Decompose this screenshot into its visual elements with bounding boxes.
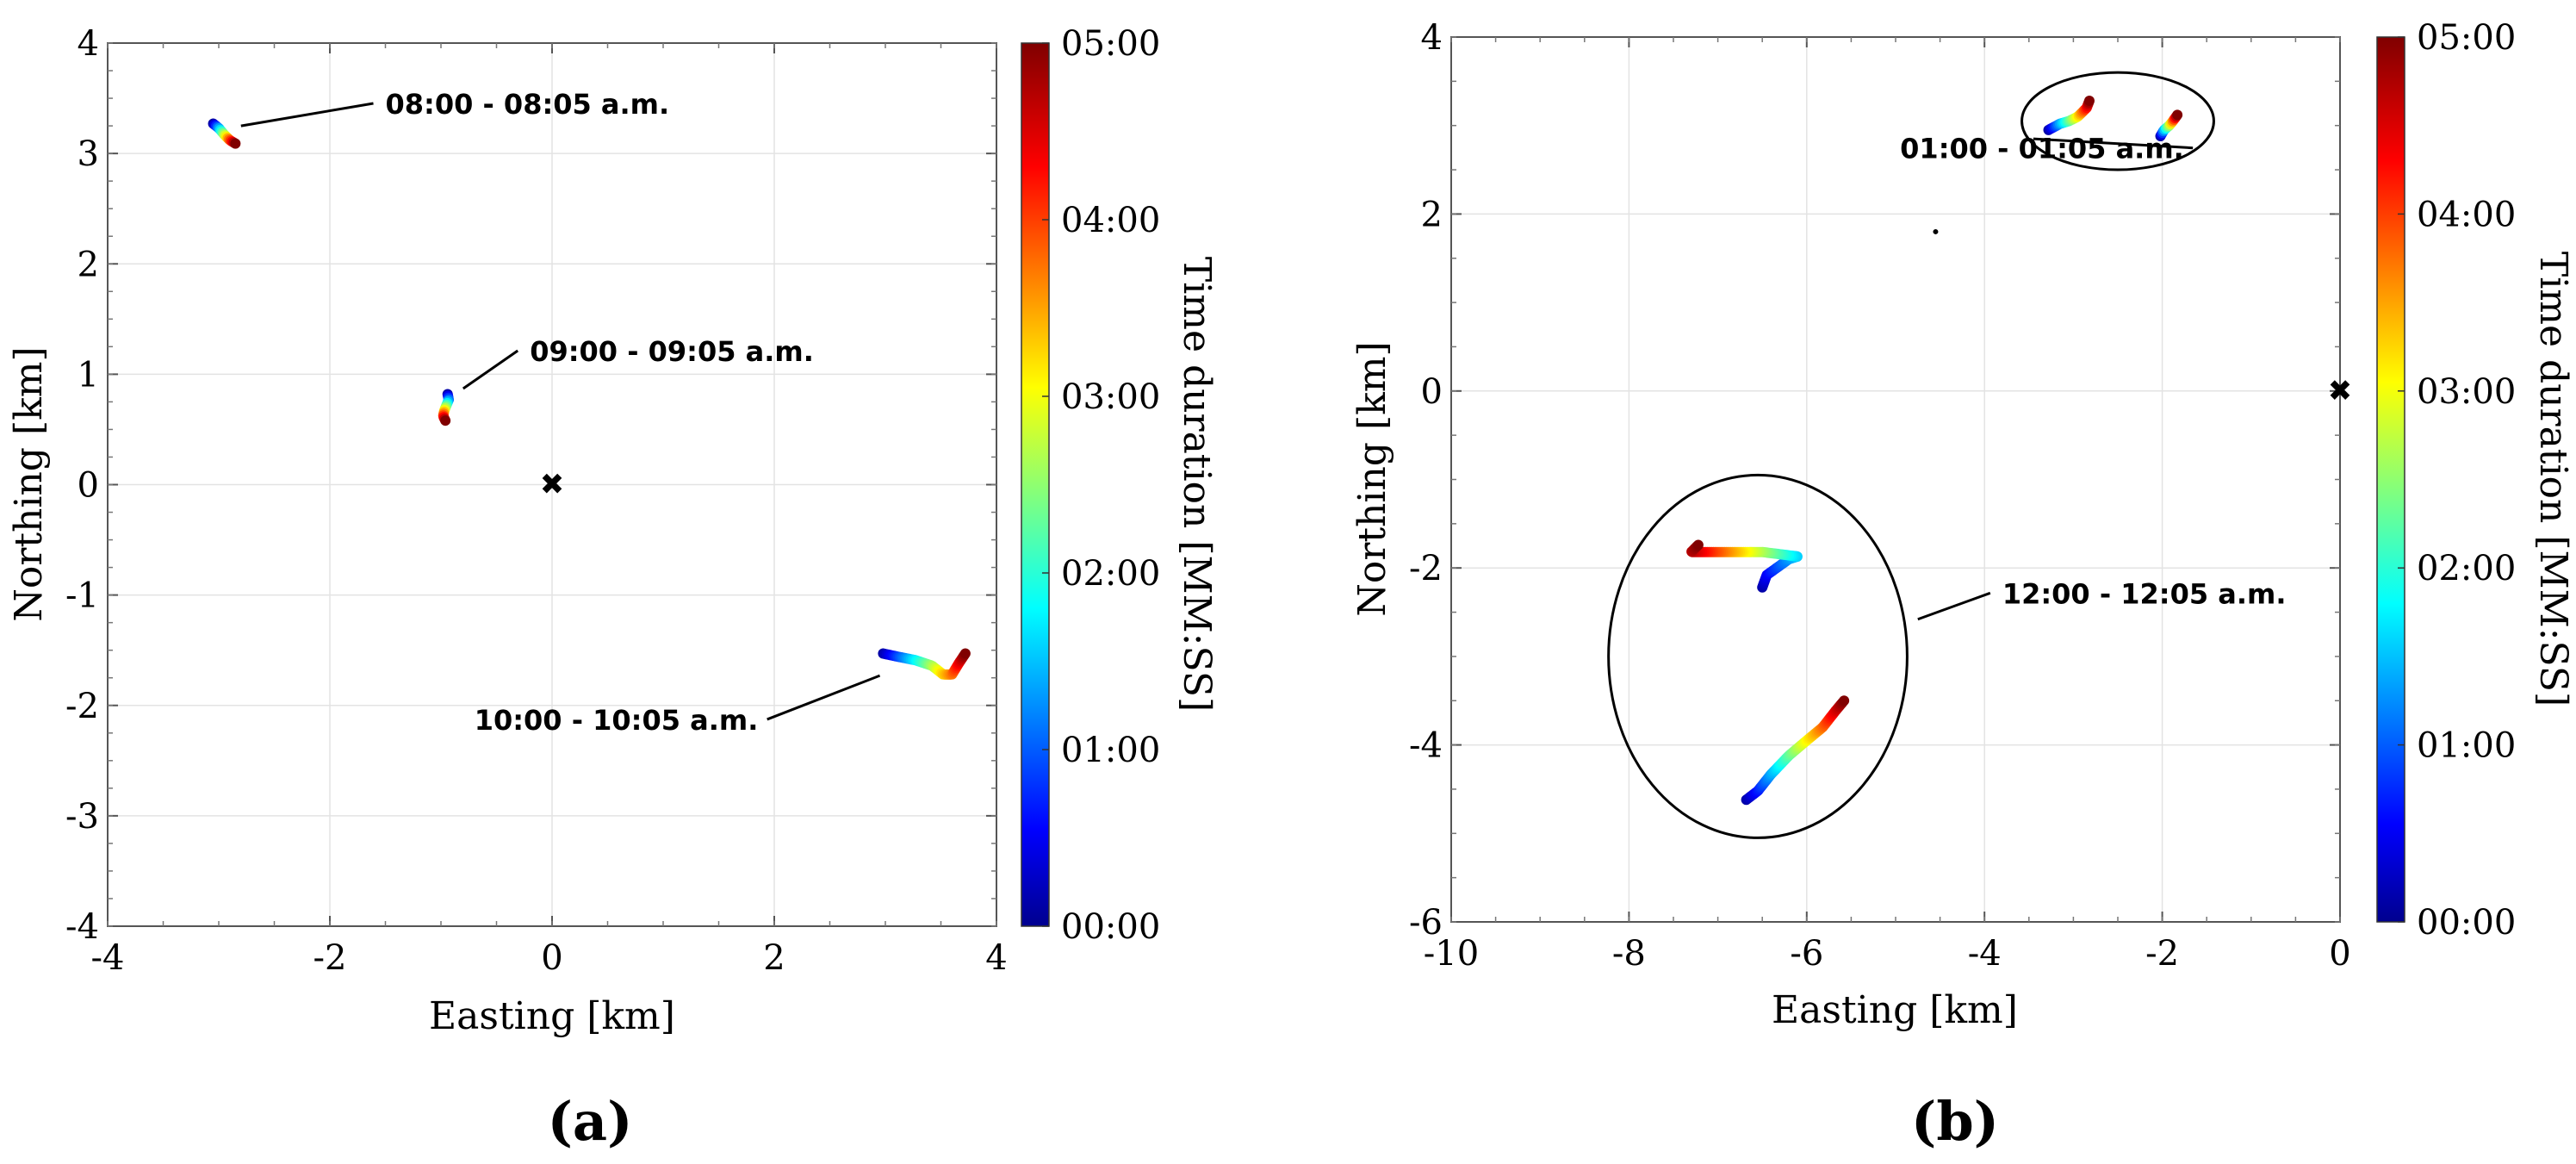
trajectory-point [2083, 95, 2095, 106]
y-tick-label: -2 [65, 687, 99, 726]
grid-b [1450, 36, 2341, 923]
annotation-lines-a [240, 102, 881, 721]
highlight-ellipse [2020, 71, 2215, 171]
colorbar-tick-label: 05:00 [2417, 18, 2516, 58]
annotation-label: 12:00 - 12:05 a.m. [2002, 577, 2287, 610]
annotation-leader-line [2033, 137, 2194, 150]
x-tick-label: -2 [2145, 934, 2179, 974]
trajectory [2155, 109, 2183, 142]
trajectory [2043, 95, 2095, 135]
y-tick-label: -1 [65, 576, 99, 616]
colorbar-ticks-b: 00:00 01:00 02:00 03:00 04:00 05:00 [2398, 18, 2516, 943]
colorbar-gradient-a [1021, 42, 1050, 927]
colorbar-tick-label: 04:00 [1061, 201, 1160, 240]
x-tick-label: -2 [313, 938, 347, 978]
colorbar-tick-label: 01:00 [2417, 726, 2516, 766]
trajectory-point [959, 648, 971, 659]
annotation-label: 10:00 - 10:05 a.m. [475, 704, 759, 737]
x-tick-labels-a: -4 -2 0 2 4 [91, 938, 1008, 978]
annotation-labels-b: 01:00 - 01:05 a.m. 12:00 - 12:05 a.m. [1900, 133, 2286, 611]
y-tick-label: 4 [1421, 18, 1443, 58]
y-tick-labels-a: -4 -3 -2 -1 0 1 2 3 4 [65, 24, 99, 947]
annotation-labels-a: 08:00 - 08:05 a.m. 09:00 - 09:05 a.m. 10:0… [386, 88, 814, 737]
y-tick-label: 4 [78, 24, 99, 64]
isolated-dot-b [1933, 228, 1939, 234]
annotation-leader-line [767, 674, 881, 721]
x-tick-label: -6 [1790, 934, 1823, 974]
y-tick-labels-b: -6 -4 -2 0 2 4 [1409, 18, 1443, 943]
x-axis-label-b: Easting [km] [1772, 988, 2018, 1032]
colorbar-tick-label: 02:00 [1061, 554, 1160, 594]
colorbar-tick-label: 02:00 [2417, 549, 2516, 588]
y-tick-label: 3 [78, 134, 99, 174]
x-tick-label: -4 [91, 938, 125, 978]
colorbar-ticks-a: 00:00 01:00 02:00 03:00 04:00 05:00 [1042, 24, 1160, 947]
annotation-lines-b [1917, 137, 2194, 621]
colorbar-tick-label: 00:00 [1061, 907, 1160, 947]
trajectory [438, 389, 455, 426]
trajectory [878, 648, 971, 680]
y-tick-label: 0 [78, 466, 99, 506]
annotation-leader-line [462, 349, 519, 390]
ellipses-b [1607, 71, 2215, 839]
colorbar-tick-label: 04:00 [2417, 195, 2516, 234]
trajectory-point [440, 415, 451, 426]
annotation-leader-line [240, 102, 374, 128]
trajectory [208, 118, 241, 149]
y-tick-label: -2 [1409, 549, 1443, 588]
trajectory-point [230, 138, 241, 149]
colorbar-tick-label: 03:00 [2417, 372, 2516, 412]
colorbar-label-b: Time duration [MM:SS] [2531, 252, 2575, 706]
panel-b: -10 -8 -6 -4 -2 0 -6 -4 -2 0 2 4 01:00 - 01:05 a.m… [1350, 18, 2575, 1153]
colorbar-b: 00:00 01:00 02:00 03:00 04:00 05:00 Time dura… [2376, 18, 2575, 943]
colorbar-gradient-b [2376, 36, 2405, 923]
colorbar-tick-label: 01:00 [1061, 731, 1160, 770]
colorbar-a: 00:00 01:00 02:00 03:00 04:00 05:00 Time dura… [1021, 24, 1219, 947]
panel-label-b: (b) [1911, 1090, 1999, 1153]
tick-marks-b [1450, 36, 2341, 923]
colorbar-tick-label: 05:00 [1061, 24, 1160, 64]
x-tick-label: -10 [1424, 934, 1479, 974]
y-tick-label: -4 [65, 907, 99, 947]
panel-label-a: (a) [548, 1090, 633, 1153]
annotation-label: 01:00 - 01:05 a.m. [1900, 133, 2184, 165]
y-tick-label: 2 [1421, 195, 1443, 234]
x-tick-label: 0 [2329, 934, 2350, 974]
colorbar-tick-label: 03:00 [1061, 377, 1160, 417]
trajectory [1741, 695, 1850, 806]
x-axis-label-a: Easting [km] [429, 994, 675, 1038]
annotation-label: 09:00 - 09:05 a.m. [530, 335, 814, 368]
tick-marks-a [107, 42, 997, 927]
x-tick-labels-b: -10 -8 -6 -4 -2 0 [1424, 934, 2351, 974]
colorbar-label-a: Time duration [MM:SS] [1175, 257, 1219, 712]
origin-cross-marker-b: ✖ [2328, 374, 2353, 408]
x-tick-label: 4 [985, 938, 1007, 978]
y-axis-label-a: Northing [km] [7, 346, 51, 621]
axes-frame-b [1450, 36, 2341, 923]
y-tick-label: 0 [1421, 372, 1443, 412]
panel-a: -4 -2 0 2 4 -4 -3 -2 -1 0 1 2 3 4 08:00 - 08:05 a.m.… [7, 24, 1219, 1153]
y-tick-label: 1 [78, 355, 99, 395]
trajectory-point [1839, 695, 1850, 706]
trajectory [1686, 539, 1803, 593]
x-tick-label: -8 [1612, 934, 1646, 974]
y-tick-label: -4 [1409, 726, 1443, 766]
trajectory-point [2172, 109, 2183, 121]
y-tick-label: -3 [65, 797, 99, 837]
tracks-b [1686, 95, 2183, 806]
y-tick-label: -6 [1409, 903, 1443, 943]
x-tick-label: -4 [1968, 934, 2002, 974]
origin-cross-marker-a: ✖ [540, 468, 565, 502]
annotation-leader-line [1917, 591, 1991, 621]
x-tick-label: 0 [541, 938, 562, 978]
trajectory-point [1692, 539, 1704, 551]
colorbar-tick-label: 00:00 [2417, 903, 2516, 943]
highlight-ellipse [1607, 473, 1909, 839]
annotation-label: 08:00 - 08:05 a.m. [386, 88, 670, 121]
x-tick-label: 2 [763, 938, 785, 978]
y-tick-label: 2 [78, 245, 99, 284]
tracks-a [208, 118, 971, 680]
y-axis-label-b: Northing [km] [1350, 341, 1394, 616]
